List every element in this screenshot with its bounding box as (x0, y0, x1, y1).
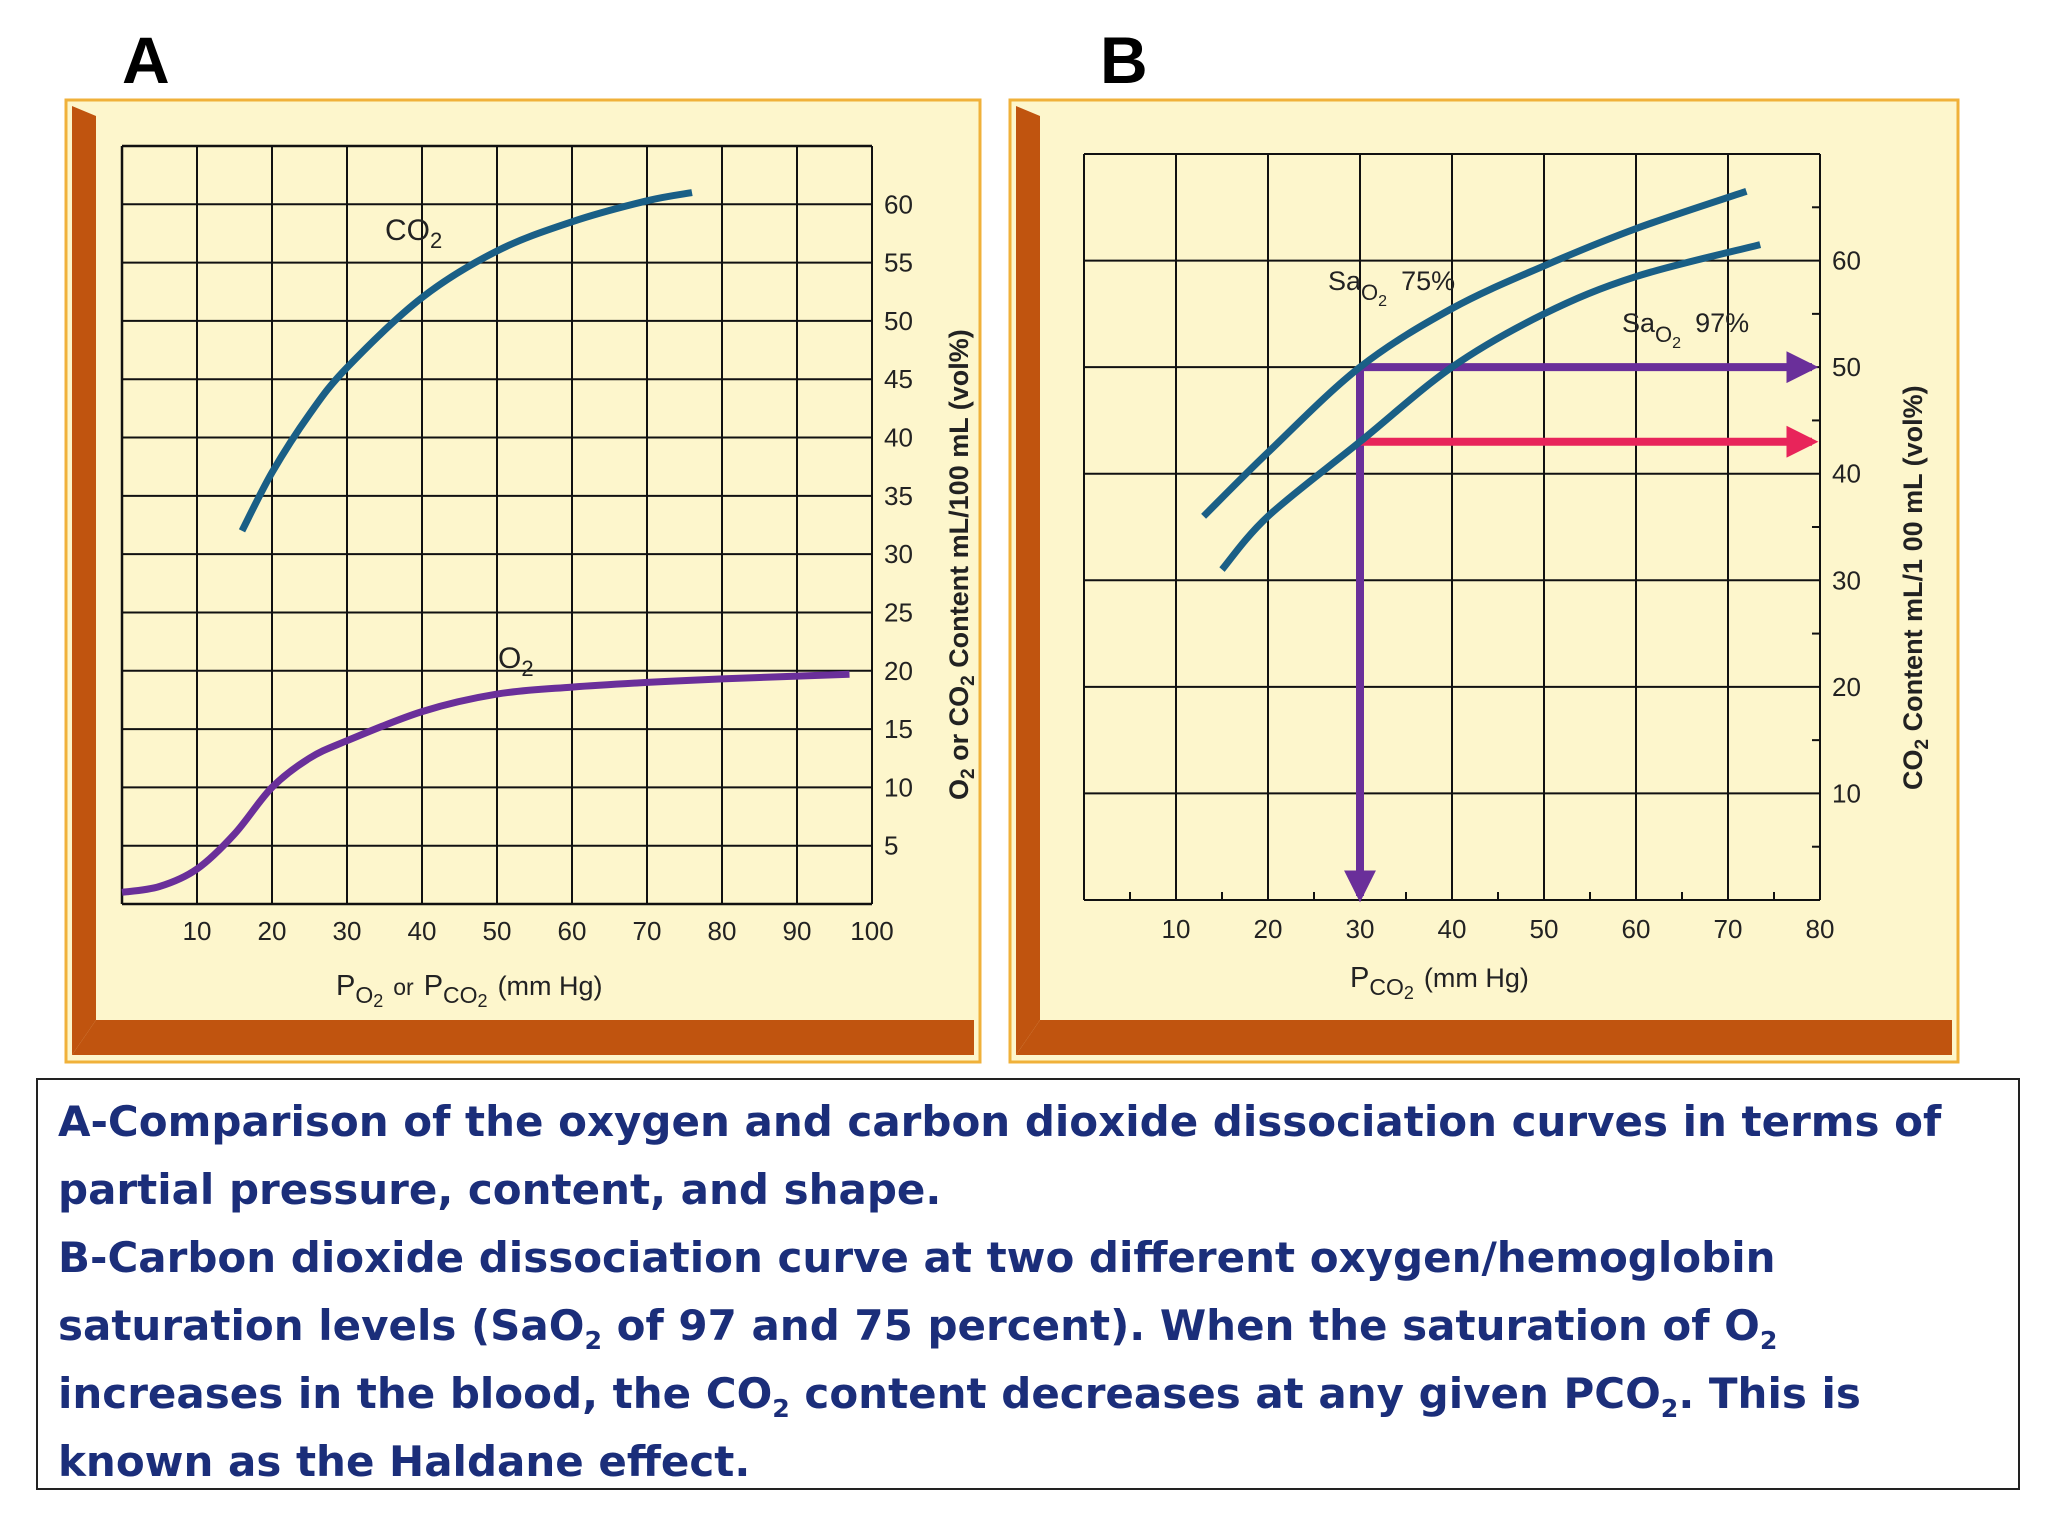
x-tick-label: 70 (633, 916, 662, 946)
panel-b-letter: B (1100, 23, 1148, 97)
panel-a-frame (64, 98, 982, 1064)
y-tick-label: 30 (884, 539, 913, 569)
x-tick-label: 80 (708, 916, 737, 946)
y-tick-label: 60 (1832, 246, 1861, 276)
y-tick-label: 15 (884, 714, 913, 744)
chart-a-series (121, 189, 850, 896)
y-tick-label: 35 (884, 481, 913, 511)
x-tick-label: 10 (1162, 914, 1191, 944)
y-tick-label: 60 (884, 189, 913, 219)
x-tick-label: 40 (1438, 914, 1467, 944)
chart-a-y-axis-label: O2 or CO2 Content mL/100 mL (vol%) (944, 329, 979, 800)
chart-b-y-axis-label: CO2 Content mL/1 00 mL (vol%) (1898, 385, 1933, 790)
chart-a-y-ticks: 5 10 15 20 25 30 35 40 45 50 55 60 (884, 189, 913, 860)
chart-a: 10 20 30 40 50 60 70 80 90 100 510152025303540455… (120, 144, 979, 1011)
y-tick-label: 25 (884, 597, 913, 627)
y-tick-label: 20 (884, 656, 913, 686)
figure-caption: A-Comparison of the oxygen and carbon di… (36, 1078, 2020, 1490)
y-tick-label: 20 (1832, 672, 1861, 702)
x-tick-label: 90 (783, 916, 812, 946)
chart-a-co2-label: CO2 (385, 214, 442, 253)
x-tick-label: 20 (258, 916, 287, 946)
y-tick-label: 50 (884, 306, 913, 336)
y-tick-label: 40 (1832, 459, 1861, 489)
panel-a-letter: A (122, 23, 170, 97)
x-tick-label: 10 (183, 916, 212, 946)
chart-b-arrows (1344, 351, 1819, 903)
x-tick-label: 100 (850, 916, 893, 946)
y-tick-label: 50 (1832, 352, 1861, 382)
caption-b: B-Carbon dioxide dissociation curve at t… (58, 1233, 1861, 1486)
chart-b-sao2-75-label: SaO275% (1328, 266, 1455, 310)
chart-b-y-ticks: 10 20 30 40 50 60 (1832, 246, 1861, 809)
x-tick-label: 30 (333, 916, 362, 946)
chart-a-o2-label: O2 (498, 642, 534, 681)
x-tick-label: 80 (1806, 914, 1835, 944)
y-tick-label: 40 (884, 423, 913, 453)
chart-b-x-axis-label: PCO2 (mm Hg) (1350, 962, 1529, 1003)
x-tick-label: 50 (1530, 914, 1559, 944)
y-tick-label: 10 (1832, 778, 1861, 808)
chart-b: 10 20 30 40 50 60 70 80 10 20 30 40 50 60 SaO275% Sa… (1083, 153, 1933, 1003)
chart-b-x-ticks: 10 20 30 40 50 60 70 80 (1162, 914, 1835, 944)
x-tick-label: 60 (1622, 914, 1651, 944)
chart-b-series (1201, 187, 1762, 572)
series-line-co2 (238, 189, 693, 533)
y-tick-label: 45 (884, 364, 913, 394)
caption-a: A-Comparison of the oxygen and carbon di… (58, 1097, 1942, 1214)
figure-svg: 10 20 30 40 50 60 70 80 90 100 510152025303540455… (64, 98, 1960, 1064)
series-line-sao2-97 (1219, 241, 1762, 572)
x-tick-label: 50 (483, 916, 512, 946)
x-tick-label: 40 (408, 916, 437, 946)
series-line-sao2-75 (1201, 187, 1748, 519)
chart-a-x-ticks: 10 20 30 40 50 60 70 80 90 100 (183, 916, 894, 946)
y-tick-label: 55 (884, 248, 913, 278)
y-tick-label: 30 (1832, 565, 1861, 595)
x-tick-label: 60 (558, 916, 587, 946)
x-tick-label: 30 (1346, 914, 1375, 944)
series-line-o2 (121, 670, 850, 896)
x-tick-label: 70 (1714, 914, 1743, 944)
chart-b-sao2-97-label: SaO297% (1622, 308, 1749, 352)
chart-a-grid (120, 144, 873, 906)
x-tick-label: 20 (1254, 914, 1283, 944)
y-tick-label: 5 (884, 831, 898, 861)
y-tick-label: 10 (884, 772, 913, 802)
chart-a-x-axis-label: PO2or PCO2 (mm Hg) (336, 970, 603, 1011)
